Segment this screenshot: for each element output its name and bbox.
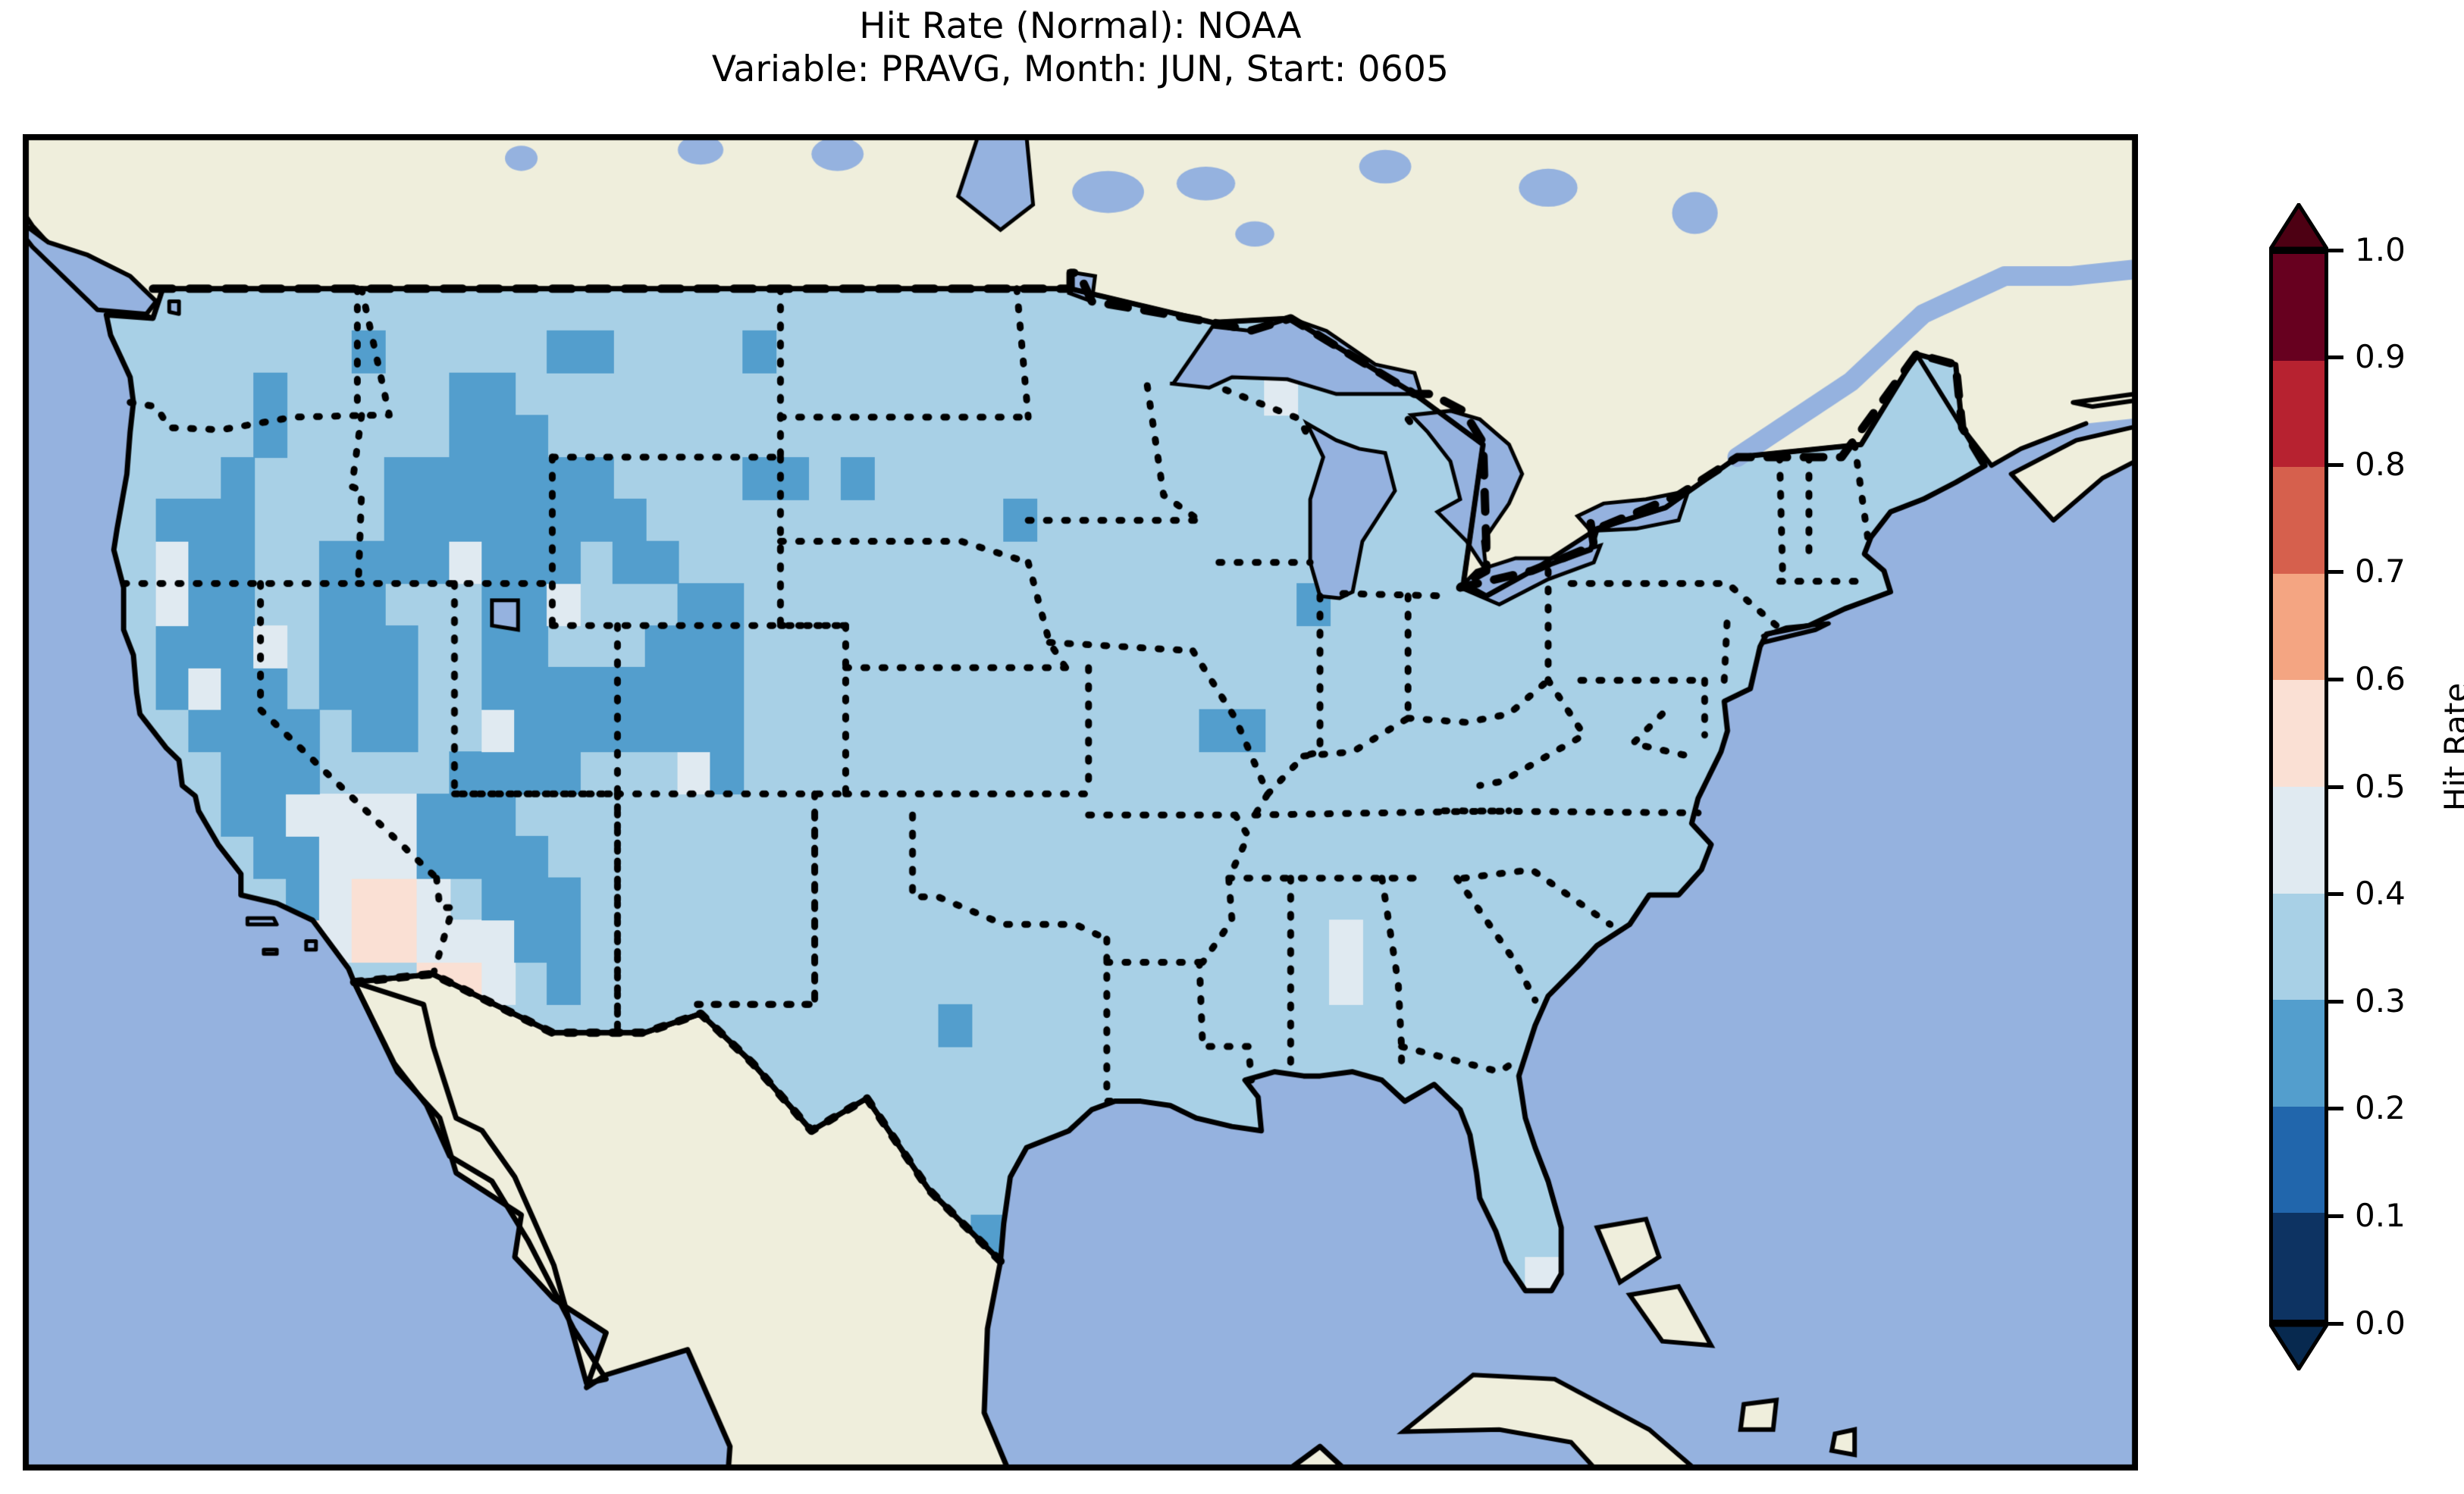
colorbar-band-0.7-0.8: [2273, 467, 2324, 574]
tick-mark-icon: [2328, 248, 2343, 252]
colorbar-tick-label: 1.0: [2355, 230, 2406, 268]
hit-rate-choropleth-map: [26, 137, 2135, 1467]
colorbar-tick-label: 0.4: [2355, 875, 2406, 913]
colorbar-axis-label-text: Hit Rate: [2437, 682, 2464, 812]
colorbar-extend-over-arrow: [2269, 203, 2328, 250]
colorbar-band-0.4-0.5: [2273, 786, 2324, 894]
map-axes: [23, 134, 2138, 1471]
tick-mark-icon: [2328, 785, 2343, 789]
tick-mark-icon: [2328, 1321, 2343, 1326]
tick-mark-icon: [2328, 570, 2343, 575]
tick-mark-icon: [2328, 355, 2343, 360]
colorbar-tick-label: 0.1: [2355, 1196, 2406, 1234]
colorbar-band-0.2-0.3: [2273, 1000, 2324, 1107]
colorbar-tick-label: 0.2: [2355, 1089, 2406, 1127]
colorbar-band-0.3-0.4: [2273, 893, 2324, 1001]
colorbar-band-0.5-0.6: [2273, 680, 2324, 787]
tick-mark-icon: [2328, 892, 2343, 897]
colorbar-tick-label: 0.7: [2355, 553, 2406, 590]
tick-mark-icon: [2328, 677, 2343, 681]
colorbar: 1.0 0.9 0.8 0.7 0.6 0.5 0.4 0.3 0.2 0.1 0.0: [2269, 203, 2406, 1370]
colorbar-ticks: 1.0 0.9 0.8 0.7 0.6 0.5 0.4 0.3 0.2 0.1 0.0: [2328, 231, 2464, 1342]
tick-mark-icon: [2328, 1214, 2343, 1218]
tick-mark-icon: [2328, 1107, 2343, 1111]
colorbar-band-0.9-1.0: [2273, 254, 2324, 361]
tick-mark-icon: [2328, 999, 2343, 1004]
colorbar-band-0.1-0.2: [2273, 1106, 2324, 1214]
colorbar-band-0.6-0.7: [2273, 573, 2324, 681]
colorbar-band-0.0-0.1: [2273, 1213, 2324, 1320]
title-line-2: Variable: PRAVG, Month: JUN, Start: 0605: [711, 49, 1450, 91]
colorbar-tick-label: 0.0: [2355, 1304, 2406, 1342]
colorbar-tick-label: 0.3: [2355, 982, 2406, 1019]
tick-mark-icon: [2328, 462, 2343, 467]
colorbar-axis-label: Hit Rate: [2392, 0, 2464, 1494]
colorbar-tick-label: 0.8: [2355, 445, 2406, 483]
colorbar-tick-label: 0.9: [2355, 338, 2406, 376]
colorbar-tick-label: 0.5: [2355, 767, 2406, 805]
figure-title: Hit Rate (Normal): NOAA Variable: PRAVG,…: [0, 5, 2161, 92]
colorbar-tick-label: 0.6: [2355, 659, 2406, 697]
colorbar-extend-under-arrow: [2269, 1323, 2328, 1370]
title-line-1: Hit Rate (Normal): NOAA: [859, 5, 1302, 47]
colorbar-bands: [2269, 250, 2328, 1323]
colorbar-band-0.8-0.9: [2273, 360, 2324, 468]
